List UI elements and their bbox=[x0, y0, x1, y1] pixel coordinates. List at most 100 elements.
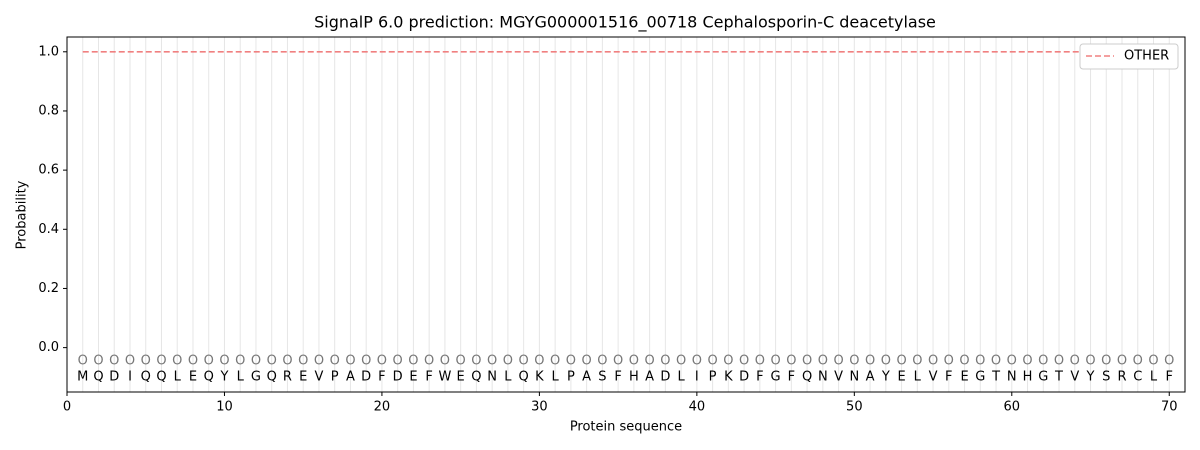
predicted-label: O bbox=[597, 354, 607, 369]
predicted-label: O bbox=[629, 354, 639, 369]
residue: E bbox=[960, 370, 968, 385]
predicted-label: O bbox=[471, 354, 481, 369]
predicted-label: O bbox=[881, 354, 891, 369]
residue: V bbox=[314, 370, 323, 385]
residue: L bbox=[1150, 370, 1158, 385]
residue: C bbox=[1133, 370, 1142, 385]
residue: N bbox=[818, 370, 828, 385]
legend-box bbox=[1079, 43, 1179, 70]
residue: G bbox=[975, 370, 985, 385]
residue: G bbox=[251, 370, 261, 385]
predicted-label: O bbox=[314, 354, 324, 369]
predicted-label: O bbox=[1148, 354, 1158, 369]
predicted-label: O bbox=[550, 354, 560, 369]
x-tick-label: 60 bbox=[1004, 400, 1021, 415]
residue: R bbox=[283, 370, 292, 385]
predicted-label: O bbox=[786, 354, 796, 369]
residue: Q bbox=[471, 370, 481, 385]
predicted-label: O bbox=[833, 354, 843, 369]
y-tick-label: 0.4 bbox=[38, 222, 59, 237]
residue: L bbox=[552, 370, 560, 385]
residue: L bbox=[237, 370, 245, 385]
predicted-label: O bbox=[235, 354, 245, 369]
predicted-label: O bbox=[440, 354, 450, 369]
predicted-label: O bbox=[944, 354, 954, 369]
y-tick-label: 1.0 bbox=[38, 44, 59, 59]
predicted-label: O bbox=[959, 354, 969, 369]
residue: F bbox=[1166, 370, 1173, 385]
residue: D bbox=[739, 370, 749, 385]
residue: E bbox=[299, 370, 307, 385]
predicted-label: O bbox=[78, 354, 88, 369]
predicted-label: O bbox=[393, 354, 403, 369]
predicted-label: O bbox=[156, 354, 166, 369]
x-tick-label: 40 bbox=[689, 400, 706, 415]
predicted-label: O bbox=[298, 354, 308, 369]
predicted-label: O bbox=[613, 354, 623, 369]
x-tick-label: 10 bbox=[216, 400, 233, 415]
predicted-label: O bbox=[109, 354, 119, 369]
predicted-label: O bbox=[1117, 354, 1127, 369]
residue: G bbox=[771, 370, 781, 385]
predicted-label: O bbox=[251, 354, 261, 369]
predicted-label: O bbox=[345, 354, 355, 369]
predicted-label: O bbox=[723, 354, 733, 369]
residue: L bbox=[174, 370, 182, 385]
residue: D bbox=[361, 370, 371, 385]
residue: A bbox=[866, 370, 875, 385]
x-tick-label: 20 bbox=[374, 400, 391, 415]
predicted-label: O bbox=[928, 354, 938, 369]
y-tick-label: 0.0 bbox=[38, 340, 59, 355]
predicted-label: O bbox=[188, 354, 198, 369]
predicted-label: O bbox=[770, 354, 780, 369]
residue: Q bbox=[141, 370, 151, 385]
residue: Y bbox=[1086, 370, 1095, 385]
x-tick-label: 0 bbox=[63, 400, 71, 415]
predicted-label: O bbox=[456, 354, 466, 369]
residue: Q bbox=[204, 370, 214, 385]
y-tick-label: 0.6 bbox=[38, 163, 59, 178]
y-axis-label: Probability bbox=[15, 180, 30, 249]
residue: V bbox=[929, 370, 938, 385]
x-tick-label: 50 bbox=[846, 400, 863, 415]
predicted-label: O bbox=[912, 354, 922, 369]
residue: T bbox=[991, 370, 1000, 385]
predicted-label: O bbox=[1070, 354, 1080, 369]
plot-frame bbox=[66, 36, 1186, 393]
predicted-label: O bbox=[802, 354, 812, 369]
predicted-label: O bbox=[660, 354, 670, 369]
residue: D bbox=[109, 370, 119, 385]
predicted-label: O bbox=[487, 354, 497, 369]
residue: E bbox=[409, 370, 417, 385]
residue: I bbox=[695, 370, 699, 385]
residue: R bbox=[1117, 370, 1126, 385]
residue: H bbox=[1023, 370, 1033, 385]
predicted-label: O bbox=[975, 354, 985, 369]
residue: S bbox=[598, 370, 606, 385]
predicted-label: O bbox=[503, 354, 513, 369]
residue: F bbox=[614, 370, 621, 385]
residue: Q bbox=[156, 370, 166, 385]
residue: Q bbox=[519, 370, 529, 385]
residue: G bbox=[1038, 370, 1048, 385]
predicted-label: O bbox=[424, 354, 434, 369]
y-tick-label: 0.8 bbox=[38, 103, 59, 118]
predicted-label: O bbox=[267, 354, 277, 369]
predicted-label: O bbox=[849, 354, 859, 369]
predicted-label: O bbox=[1022, 354, 1032, 369]
residue: Q bbox=[802, 370, 812, 385]
residue: D bbox=[393, 370, 403, 385]
predicted-label: O bbox=[755, 354, 765, 369]
residue: T bbox=[1054, 370, 1063, 385]
residue: S bbox=[1102, 370, 1110, 385]
residue: F bbox=[378, 370, 385, 385]
residue: W bbox=[438, 370, 451, 385]
residue: I bbox=[128, 370, 132, 385]
predicted-label: O bbox=[330, 354, 340, 369]
y-tick-label: 0.2 bbox=[38, 281, 59, 296]
residue: Q bbox=[267, 370, 277, 385]
x-axis-label: Protein sequence bbox=[570, 420, 682, 435]
residue: K bbox=[535, 370, 544, 385]
predicted-label: O bbox=[739, 354, 749, 369]
residue: E bbox=[457, 370, 465, 385]
